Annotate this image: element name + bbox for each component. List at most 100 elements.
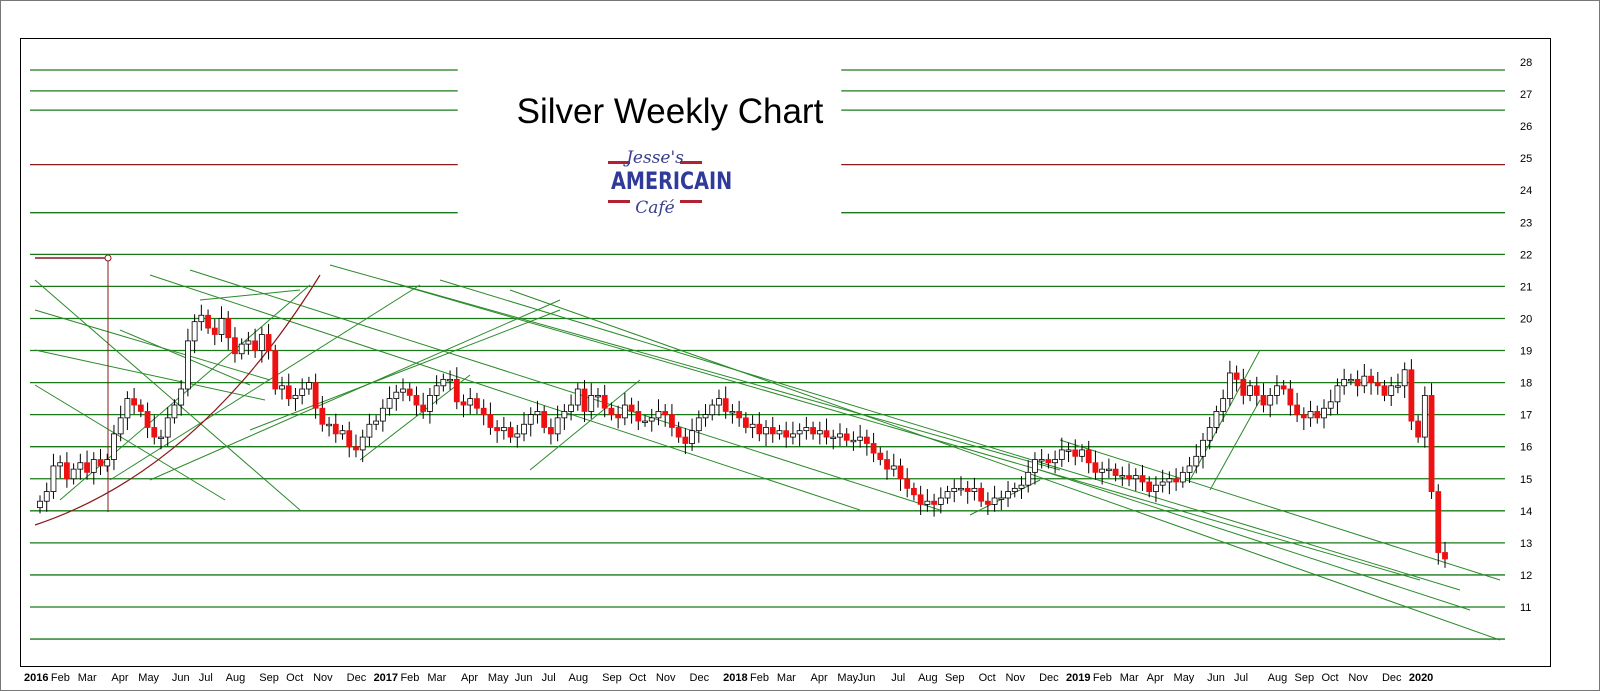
y-tick-label: 21	[1520, 281, 1532, 293]
candle-body	[111, 433, 117, 460]
candle-body	[763, 427, 769, 435]
candle-body	[541, 411, 548, 428]
logo-stripe	[608, 200, 630, 203]
candle-body	[400, 388, 406, 393]
candle-body	[958, 487, 964, 491]
candle-body	[218, 318, 225, 335]
candle-body	[211, 327, 218, 335]
candle-body	[1341, 378, 1348, 387]
candle-body	[379, 407, 386, 422]
candle-body	[494, 427, 501, 432]
candle-body	[642, 420, 648, 423]
logo-text-top: Jesse's	[626, 148, 684, 168]
candle-body	[386, 398, 393, 409]
candle-body	[1105, 468, 1112, 472]
x-tick-label: Oct	[979, 672, 996, 684]
candle-body	[944, 491, 951, 499]
y-tick-label: 17	[1520, 410, 1532, 422]
candle-body	[305, 382, 312, 390]
candle-body	[1435, 491, 1442, 553]
candle-body	[863, 436, 870, 444]
candle-body	[561, 411, 568, 419]
candle-body	[70, 468, 77, 480]
x-tick-label: Feb	[750, 672, 769, 684]
x-tick-label: Nov	[313, 672, 333, 684]
candle-body	[722, 398, 729, 412]
x-tick-label: Mar	[78, 672, 97, 684]
candle-body	[662, 411, 669, 416]
candle-body	[433, 385, 440, 396]
candle-body	[480, 407, 487, 416]
candle-body	[279, 385, 285, 390]
candle-body	[1045, 459, 1052, 464]
candle-body	[924, 500, 931, 505]
x-tick-label: Oct	[286, 672, 303, 684]
candle-body	[1401, 369, 1408, 387]
candle-body	[884, 459, 890, 470]
trendline	[34, 279, 301, 511]
candle-body	[1240, 378, 1247, 396]
candle-body	[500, 427, 507, 432]
trendline	[34, 384, 226, 501]
candle-body	[790, 433, 796, 438]
logo-stripe	[680, 161, 702, 164]
candle-body	[43, 491, 50, 502]
candle-body	[1253, 385, 1260, 396]
candle-body	[951, 487, 958, 492]
x-tick-label: Apr	[811, 672, 828, 684]
candle-body	[635, 411, 642, 422]
candle-body	[77, 462, 84, 470]
candle-body	[225, 318, 232, 339]
y-tick-label: 14	[1520, 506, 1532, 518]
candle-body	[695, 417, 702, 432]
x-tick-label: Apr	[1147, 672, 1164, 684]
candle-body	[1307, 411, 1314, 419]
y-axis: 11 12 13 14 15 16 17 18 19 20 21 22 23 24 25 26 27 28	[1520, 57, 1532, 614]
candle-body	[164, 417, 171, 438]
y-tick-label: 24	[1520, 185, 1532, 197]
candle-body	[857, 436, 864, 441]
trendline	[509, 289, 1501, 641]
candle-body	[911, 487, 917, 496]
candle-body	[427, 395, 433, 412]
candle-body	[1415, 420, 1422, 438]
candle-body	[1052, 459, 1058, 464]
candle-body	[917, 494, 924, 505]
candle-body	[628, 404, 635, 412]
x-tick-label: 2018	[723, 672, 747, 684]
candle-body	[998, 497, 1005, 500]
candle-body	[527, 414, 534, 425]
candle-body	[769, 427, 776, 435]
y-tick-label: 27	[1520, 89, 1532, 101]
candle-body	[1300, 414, 1307, 419]
candle-body	[568, 404, 574, 412]
x-tick-label: Feb	[51, 672, 70, 684]
candle-body	[178, 388, 185, 406]
candle-body	[1294, 404, 1301, 416]
logo-text-bottom: Café	[635, 198, 675, 218]
candle-body	[1112, 468, 1119, 476]
trendline	[109, 284, 421, 481]
candle-body	[1327, 401, 1334, 409]
candle-body	[413, 395, 420, 406]
candle-body	[1119, 475, 1126, 478]
x-tick-label: Jun	[1207, 672, 1225, 684]
candle-body	[1274, 385, 1280, 396]
x-axis: 2016 Feb Mar Apr May Jun Jul Aug Sep Oct Nov Dec 201…	[24, 672, 1433, 684]
candle-body	[57, 462, 64, 467]
trendline	[199, 289, 301, 301]
x-tick-label: May	[138, 672, 159, 684]
candle-body	[1314, 411, 1321, 419]
x-tick-label: Nov	[656, 672, 676, 684]
candle-body	[292, 395, 299, 400]
x-tick-label: Aug	[1268, 672, 1288, 684]
x-tick-label: Apr	[461, 672, 478, 684]
candle-body	[1173, 478, 1180, 483]
candle-body	[1354, 378, 1361, 387]
candle-body	[1206, 427, 1213, 441]
candle-body	[420, 404, 427, 412]
candle-body	[1025, 471, 1032, 486]
candle-body	[1280, 385, 1287, 390]
candle-body	[1347, 378, 1354, 382]
trendline	[439, 279, 1461, 591]
